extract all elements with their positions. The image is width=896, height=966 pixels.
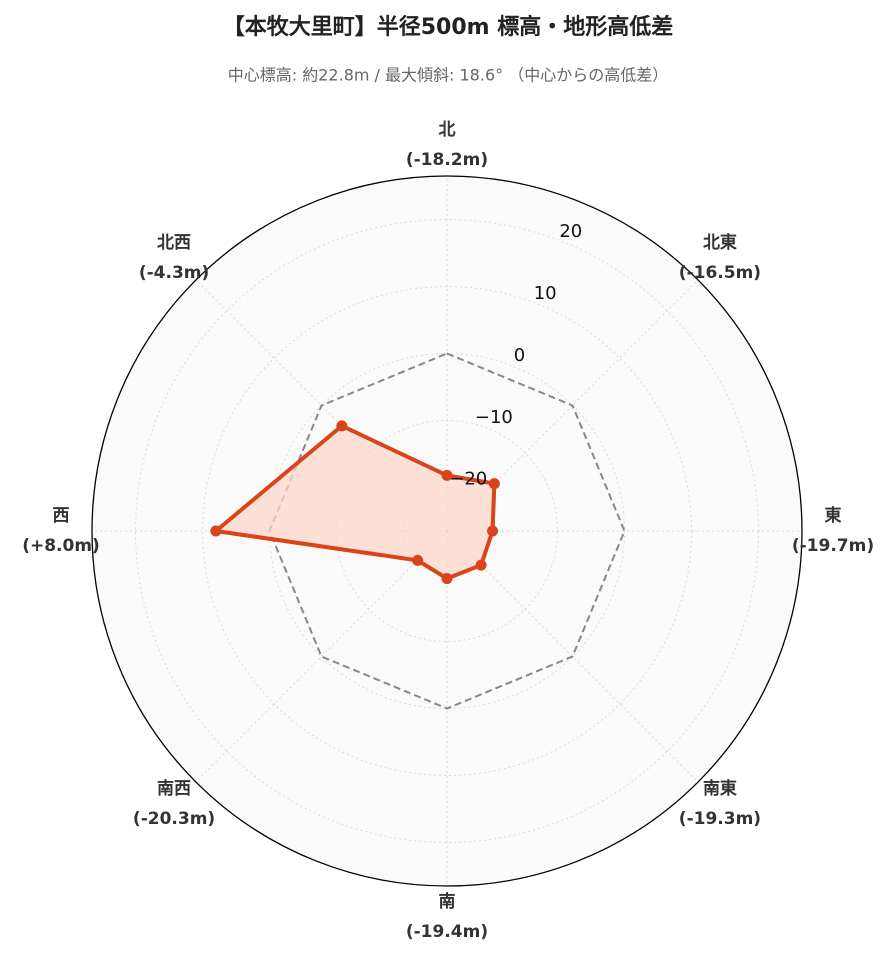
spoke	[195, 530, 448, 783]
spoke	[446, 279, 699, 532]
category-label: 東	[825, 505, 842, 526]
value-label: (-4.3m)	[139, 263, 209, 283]
r-tick-label: 0	[514, 345, 525, 366]
outer-circle	[91, 175, 803, 887]
value-label: (+8.0m)	[22, 536, 100, 556]
value-label: (-16.5m)	[679, 263, 761, 283]
category-label: 南西	[157, 778, 191, 799]
category-label: 北	[439, 120, 456, 140]
category-label: 北東	[703, 232, 737, 253]
value-label: (-19.4m)	[406, 922, 488, 942]
chart-subtitle: 中心標高: 約22.8m / 最大傾斜: 18.6° （中心からの高低差）	[228, 66, 668, 85]
chart-title: 【本牧大里町】半径500m 標高・地形高低差	[223, 14, 674, 40]
r-tick-label: 10	[534, 283, 557, 304]
data-point	[475, 559, 487, 571]
category-label: 南東	[703, 778, 737, 799]
data-point	[441, 573, 453, 585]
spoke	[195, 279, 448, 532]
data-point	[412, 554, 424, 566]
spoke	[446, 530, 699, 783]
r-tick-label: −20	[449, 469, 487, 490]
data-point	[336, 420, 348, 432]
grid-circle	[202, 286, 692, 776]
data-point	[210, 525, 222, 537]
value-label: (-19.3m)	[679, 809, 761, 829]
r-tick-label: −10	[475, 407, 513, 428]
r-tick-label: 20	[559, 221, 582, 242]
data-point	[487, 525, 499, 537]
grid-circle	[135, 219, 759, 843]
value-label: (-20.3m)	[133, 809, 215, 829]
value-label: (-18.2m)	[406, 150, 488, 170]
data-point	[488, 478, 500, 490]
category-label: 北西	[157, 233, 191, 253]
value-label: (-19.7m)	[792, 536, 874, 556]
category-label: 西	[53, 506, 70, 526]
category-label: 南	[439, 891, 456, 912]
reference-line	[268, 352, 626, 710]
data-point	[441, 469, 453, 481]
